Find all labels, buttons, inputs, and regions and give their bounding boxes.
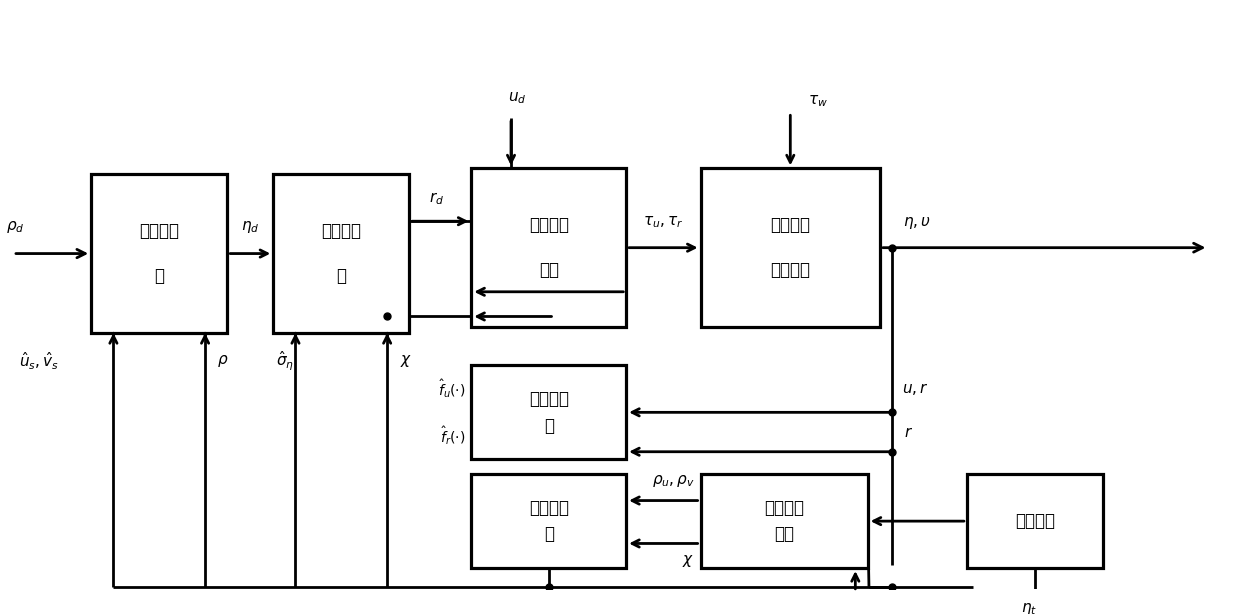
Bar (701, 168, 880, 327)
Text: $\tau_u, \tau_r$: $\tau_u, \tau_r$ (644, 214, 683, 230)
Text: $r$: $r$ (904, 425, 913, 440)
Text: $u_d$: $u_d$ (508, 90, 527, 106)
Text: $\hat{\sigma}_\eta$: $\hat{\sigma}_\eta$ (277, 349, 295, 373)
Text: 单元: 单元 (774, 526, 794, 543)
Text: 距离控制: 距离控制 (139, 222, 180, 240)
Text: 制器: 制器 (538, 261, 559, 279)
Text: $\eta, \upsilon$: $\eta, \upsilon$ (904, 215, 931, 231)
Text: 模糊逼近: 模糊逼近 (528, 390, 569, 408)
Text: 航向控制: 航向控制 (321, 222, 361, 240)
Bar (701, 474, 868, 568)
Text: 受控欠驱: 受控欠驱 (770, 217, 810, 235)
Text: $r_d$: $r_d$ (429, 190, 444, 207)
Text: 器: 器 (544, 416, 554, 435)
Text: $\hat{u}_s, \hat{v}_s$: $\hat{u}_s, \hat{v}_s$ (19, 351, 60, 372)
Text: 动力学控: 动力学控 (528, 217, 569, 235)
Text: 包围目标: 包围目标 (1014, 512, 1055, 530)
Bar (471, 474, 626, 568)
Text: 器: 器 (544, 526, 554, 543)
Text: $\hat{f}_r(\cdot)$: $\hat{f}_r(\cdot)$ (440, 424, 465, 447)
Text: $\rho$: $\rho$ (217, 353, 229, 369)
Text: $\chi$: $\chi$ (682, 553, 694, 569)
Text: 器: 器 (154, 267, 164, 285)
Bar (471, 168, 626, 327)
Text: $\tau_w$: $\tau_w$ (807, 93, 827, 109)
Text: 动无人船: 动无人船 (770, 261, 810, 279)
Bar (471, 365, 626, 459)
Text: $\eta_t$: $\eta_t$ (1021, 601, 1037, 614)
Text: $\rho_u, \rho_v$: $\rho_u, \rho_v$ (651, 473, 694, 489)
Bar (91, 174, 227, 333)
Text: 位置计算: 位置计算 (764, 499, 804, 517)
Text: $\hat{f}_u(\cdot)$: $\hat{f}_u(\cdot)$ (438, 378, 465, 400)
Text: 器: 器 (336, 267, 346, 285)
Text: $\eta_d$: $\eta_d$ (241, 219, 259, 235)
Text: $\chi$: $\chi$ (399, 353, 412, 369)
Text: $\rho_d$: $\rho_d$ (6, 219, 25, 235)
Text: $u, r$: $u, r$ (901, 381, 928, 397)
Bar (273, 174, 409, 333)
Bar (967, 474, 1104, 568)
Text: 速度观测: 速度观测 (528, 499, 569, 517)
